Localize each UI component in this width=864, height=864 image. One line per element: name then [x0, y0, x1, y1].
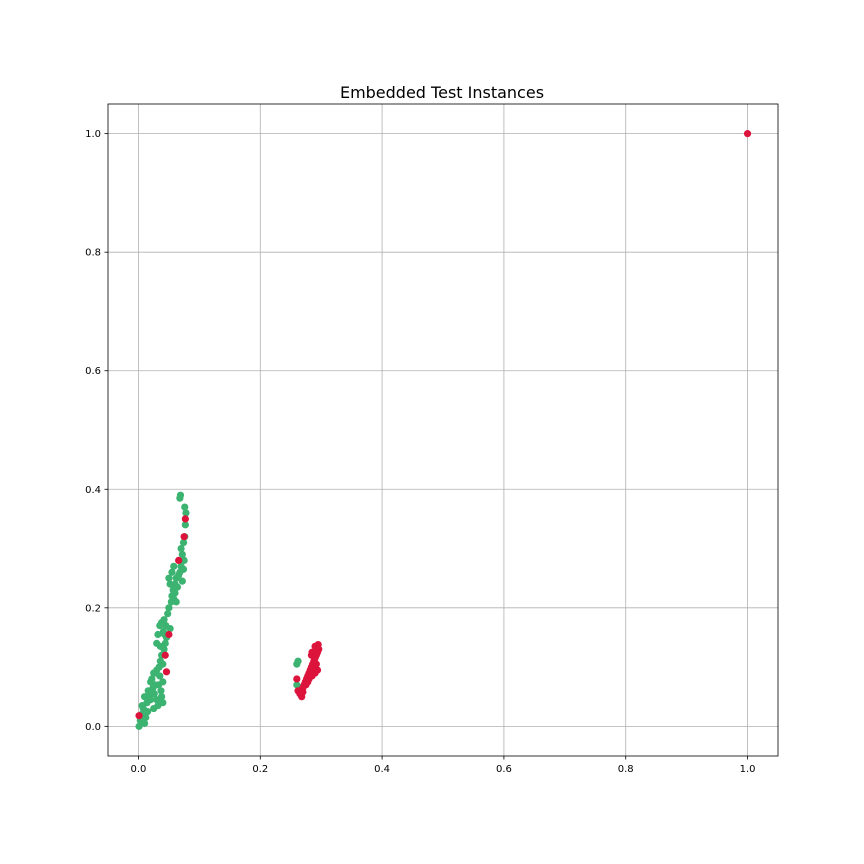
scatter-point-green — [178, 577, 186, 585]
scatter-point-green — [164, 610, 172, 618]
scatter-point-green — [143, 707, 152, 716]
scatter-point-green — [154, 702, 162, 710]
y-tick-label: 0.2 — [85, 603, 101, 614]
scatter-point-green — [181, 503, 189, 511]
scatter-point-green — [140, 693, 149, 701]
x-tick-label: 0.6 — [496, 764, 512, 775]
scatter-point-green — [294, 657, 302, 665]
scatter-point-green — [159, 627, 168, 636]
x-tick-label: 0.4 — [374, 764, 390, 775]
scatter-point-green — [172, 598, 180, 606]
scatter-point-green — [150, 669, 158, 677]
scatter-point-green — [166, 624, 174, 633]
scatter-point-green — [173, 583, 182, 591]
scatter-point-red — [165, 630, 173, 639]
scatter-point-red — [307, 651, 316, 659]
y-tick-label: 0.6 — [85, 366, 101, 377]
scatter-point-green — [165, 604, 173, 612]
scatter-point-green — [159, 660, 167, 668]
scatter-point-green — [177, 544, 185, 553]
grid — [108, 104, 778, 756]
scatter-point-red — [180, 533, 188, 541]
x-tick-label: 1.0 — [740, 764, 756, 775]
scatter-point-green — [181, 521, 189, 529]
scatter-point-green — [157, 687, 165, 695]
scatter-point-red — [175, 556, 183, 565]
scatter-point-green — [151, 681, 159, 689]
scatter-point-green — [159, 678, 167, 686]
axes: 0.0 0.2 0.4 0.6 0.8 1.0 0.0 0.2 0.4 0.6 0.8 1.0 — [85, 103, 779, 775]
scatter-point-green — [170, 562, 178, 570]
scatter-point-red — [161, 651, 169, 659]
scatter-point-green — [166, 580, 174, 588]
scatter-point-red — [293, 675, 301, 683]
scatter-point-green — [158, 693, 166, 701]
scatter-point-green — [179, 565, 188, 573]
scatter-point-green — [180, 556, 188, 565]
scatter-point-green — [168, 568, 176, 576]
scatter-point-green — [179, 539, 188, 547]
scatter-point-red — [181, 515, 189, 523]
scatter-point-green — [182, 509, 190, 517]
scatter-point-red — [162, 668, 171, 676]
scatter-point-green — [148, 675, 156, 683]
scatter-point-green — [156, 672, 164, 680]
chart-title: Embedded Test Instances — [340, 83, 544, 102]
scatter-point-green — [135, 722, 143, 730]
scatter-point-red — [743, 130, 752, 138]
y-tick-label: 0.8 — [85, 248, 101, 259]
scatter-point-red — [309, 669, 317, 677]
scatter-point-green — [150, 690, 158, 698]
scatter-point-green — [165, 574, 173, 582]
scatter-point-green — [147, 696, 155, 704]
data-points — [135, 130, 752, 730]
x-tick-label: 0.0 — [131, 764, 147, 775]
scatter-point-red — [304, 678, 312, 686]
y-tick-label: 0.4 — [85, 485, 101, 496]
scatter-point-red — [135, 712, 143, 720]
scatter-point-red — [311, 642, 319, 650]
scatter-point-green — [160, 616, 168, 624]
scatter-point-green — [156, 642, 164, 650]
scatter-point-green — [140, 719, 149, 728]
plot-frame — [107, 103, 779, 757]
scatter-point-green — [171, 589, 179, 597]
scatter-point-red — [299, 688, 307, 696]
scatter-point-green — [176, 491, 185, 499]
y-tick-label: 0.0 — [85, 722, 101, 733]
y-tick-label: 1.0 — [85, 129, 101, 140]
x-tick-label: 0.2 — [252, 764, 268, 775]
x-tick-label: 0.8 — [618, 764, 634, 775]
scatter-point-green — [178, 550, 186, 559]
scatter-point-green — [154, 630, 162, 639]
